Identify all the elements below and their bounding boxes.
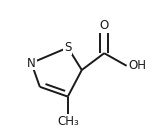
Text: S: S: [64, 41, 71, 54]
Text: O: O: [100, 19, 109, 32]
Text: N: N: [27, 57, 36, 69]
Text: OH: OH: [129, 59, 147, 72]
Text: CH₃: CH₃: [57, 115, 79, 128]
